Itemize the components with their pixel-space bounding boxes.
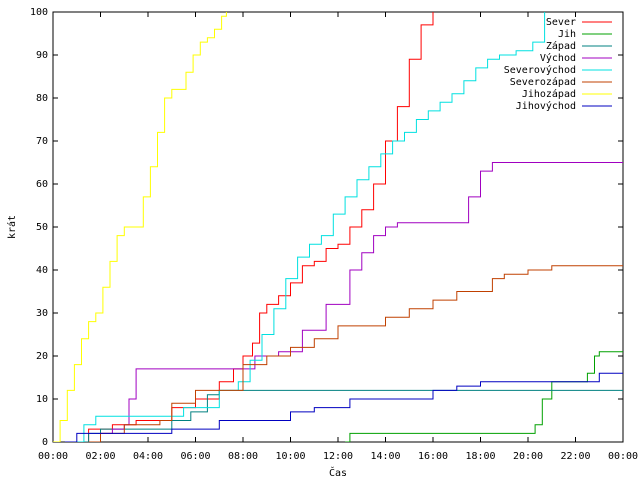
series-line-jih (345, 351, 623, 442)
y-tick-label: 40 (36, 265, 48, 276)
axis-ticks: 0 10 20 30 40 50 60 70 80 90 100 00:00 02:00 04:00 06:… (30, 7, 638, 462)
legend-label: Severozápad (510, 76, 576, 88)
y-tick-label: 100 (30, 7, 48, 18)
y-tick-label: 30 (36, 308, 48, 319)
x-tick-label: 00:00 (608, 451, 638, 462)
y-tick-label: 0 (42, 437, 48, 448)
x-tick-label: 08:00 (228, 451, 258, 462)
legend-label: Sever (546, 17, 576, 28)
x-tick-label: 20:00 (513, 451, 543, 462)
series-line-východ (88, 162, 623, 442)
x-tick-label: 22:00 (560, 451, 590, 462)
x-tick-label: 02:00 (85, 451, 115, 462)
y-tick-label: 60 (36, 179, 48, 190)
x-tick-label: 04:00 (133, 451, 163, 462)
legend-label: Jihovýchod (516, 100, 576, 112)
x-tick-label: 18:00 (465, 451, 495, 462)
series-line-jihovýchod (64, 372, 623, 442)
x-tick-label: 12:00 (323, 451, 353, 462)
x-tick-label: 14:00 (370, 451, 400, 462)
y-tick-label: 80 (36, 93, 48, 104)
x-axis-label: Čas (329, 466, 347, 479)
legend-label: Jihozápad (522, 88, 576, 100)
y-tick-label: 10 (36, 394, 48, 405)
y-axis-label: krát (6, 215, 18, 239)
x-tick-label: 16:00 (418, 451, 448, 462)
legend: SeverJihZápadVýchodSeverovýchodSeverozáp… (504, 17, 612, 112)
series-line-severovýchod (72, 12, 546, 442)
y-tick-label: 70 (36, 136, 48, 147)
x-tick-label: 10:00 (275, 451, 305, 462)
series-lines (53, 12, 623, 442)
legend-label: Východ (540, 52, 576, 64)
x-tick-label: 00:00 (38, 451, 68, 462)
y-tick-label: 20 (36, 351, 48, 362)
y-tick-label: 90 (36, 50, 48, 61)
x-tick-label: 06:00 (180, 451, 210, 462)
series-line-sever (72, 12, 434, 442)
legend-label: Severovýchod (504, 64, 576, 76)
legend-label: Západ (546, 40, 576, 52)
series-line-severozápad (88, 265, 623, 442)
legend-label: Jih (558, 29, 576, 40)
series-line-jihozápad (53, 12, 227, 442)
y-tick-label: 50 (36, 222, 48, 233)
